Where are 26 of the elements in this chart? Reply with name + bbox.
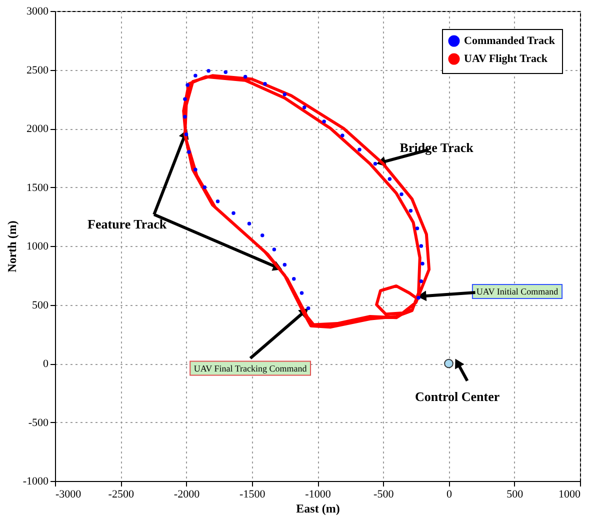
annotation: Feature Track (88, 216, 168, 232)
y-tick-label: 0 (43, 358, 49, 370)
y-tick-label: 2500 (26, 64, 49, 76)
annotation: UAV Final Tracking Command (194, 363, 308, 374)
y-tick-label: -1000 (22, 476, 49, 488)
annotation: UAV Initial Command (476, 286, 559, 297)
x-tick-label: -2000 (174, 488, 200, 500)
legend-label: UAV Flight Track (464, 53, 548, 65)
x-tick-label: -1000 (305, 488, 332, 500)
y-tick-label: 2000 (26, 123, 49, 135)
y-tick-label: 1000 (26, 240, 49, 252)
x-tick-label: -3000 (56, 488, 82, 500)
annotation: Control Center (415, 388, 500, 404)
y-tick-label: 3000 (26, 6, 49, 18)
x-tick-label: 0 (446, 488, 452, 500)
x-tick-label: -1500 (240, 488, 266, 500)
x-tick-label: -2500 (108, 488, 134, 500)
legend-label: Commanded Track (464, 35, 556, 47)
x-axis-title: East (m) (296, 502, 340, 516)
y-tick-label: 500 (32, 299, 49, 312)
x-tick-label: 500 (506, 488, 524, 500)
y-axis-title: North (m) (4, 220, 19, 272)
y-tick-label: -500 (28, 416, 49, 429)
y-tick-label: 1500 (26, 182, 49, 194)
x-tick-label: 1000 (558, 488, 581, 500)
x-tick-label: -500 (374, 488, 394, 500)
